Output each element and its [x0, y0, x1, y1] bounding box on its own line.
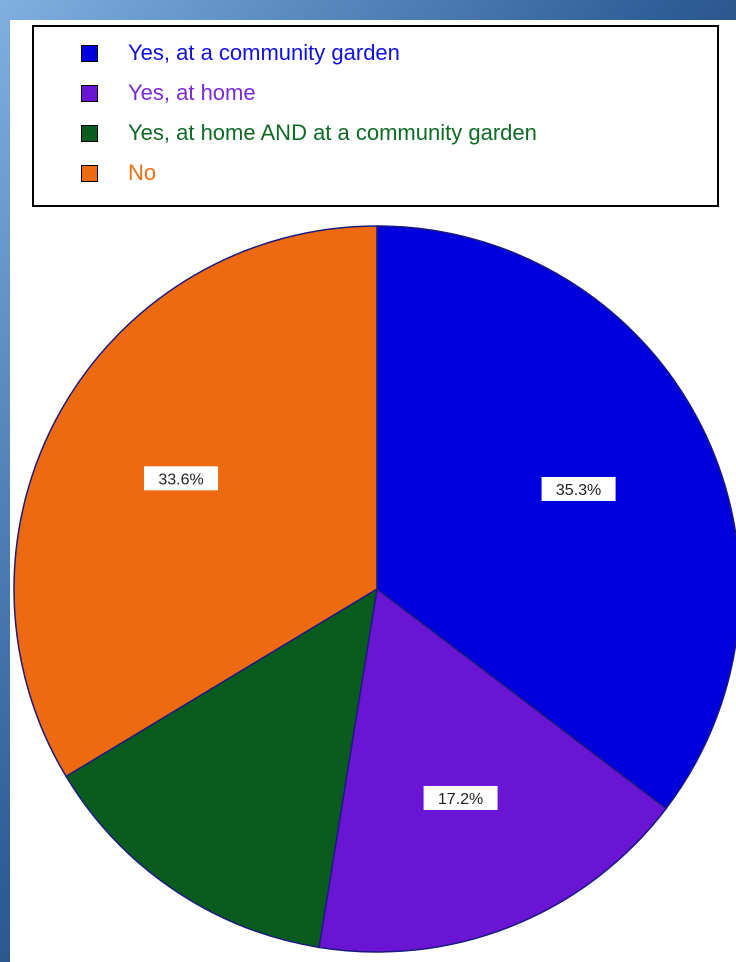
legend-item-no: No	[81, 155, 156, 191]
legend-swatch-community-garden	[81, 44, 98, 62]
legend-swatch-no	[81, 164, 98, 182]
legend-item-home-and-garden: Yes, at home AND at a community garden	[81, 115, 537, 151]
value-label-box	[541, 476, 616, 501]
legend-label-home: Yes, at home	[128, 80, 256, 105]
legend-label-no: No	[128, 160, 157, 185]
pie-value-label-yes-at-a-community-garden: 35.3%	[541, 476, 616, 501]
pie-value-labels: 35.3%17.2%13.8%33.6%	[144, 466, 616, 810]
value-label-box	[144, 466, 219, 491]
legend-label-community-garden: Yes, at a community garden	[128, 40, 400, 65]
legend-swatch-home	[81, 84, 98, 102]
pie-slice-no	[13, 225, 378, 778]
value-label-box	[423, 785, 498, 810]
legend-swatch-home-and-garden	[81, 124, 98, 142]
chart-legend: Yes, at a community garden Yes, at home …	[32, 25, 719, 207]
value-label-text: 35.3%	[556, 482, 601, 499]
legend-label-home-and-garden: Yes, at home AND at a community garden	[128, 120, 537, 145]
pie-slices	[13, 225, 736, 953]
value-label-text: 33.6%	[158, 471, 203, 488]
pie-slice-yes-at-a-community-garden	[376, 225, 736, 810]
pie-value-label-no: 33.6%	[144, 466, 219, 491]
pie-slice-yes-at-home-and-at-a-community-garden	[65, 587, 378, 949]
legend-item-community-garden: Yes, at a community garden	[81, 35, 400, 71]
value-label-text: 17.2%	[438, 791, 483, 808]
legend-item-home: Yes, at home	[81, 75, 256, 111]
pie-slice-yes-at-home	[318, 587, 668, 953]
pie-value-label-yes-at-home: 17.2%	[423, 785, 498, 810]
